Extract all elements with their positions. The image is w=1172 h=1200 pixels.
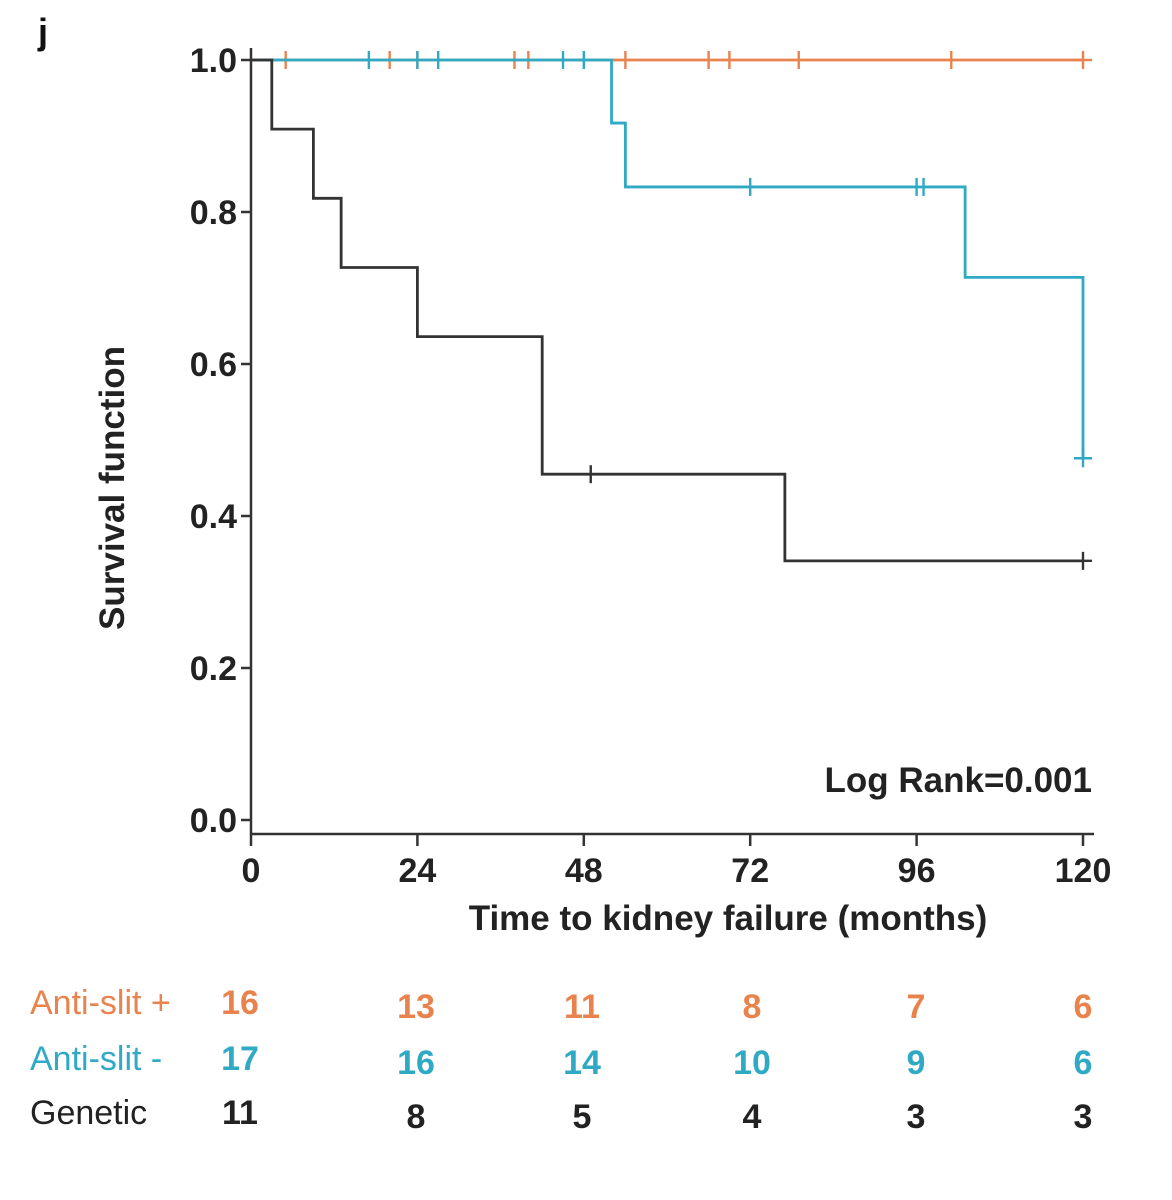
risk-value: 4 <box>743 1098 762 1136</box>
y-tick-label: 0.2 <box>190 650 237 688</box>
risk-value: 6 <box>1074 1044 1093 1082</box>
x-tick-label: 120 <box>1055 852 1112 890</box>
series-line-genetic-2 <box>251 58 1083 563</box>
log-rank-annotation: Log Rank=0.001 <box>825 761 1092 800</box>
y-tick-label: 1.0 <box>190 42 237 80</box>
risk-row-label: Anti-slit - <box>30 1040 162 1078</box>
risk-value: 3 <box>1074 1098 1093 1136</box>
risk-value: 9 <box>907 1044 926 1082</box>
risk-value: 11 <box>564 988 600 1026</box>
x-tick-label: 48 <box>565 852 603 890</box>
series-line-anti-slit-1 <box>251 58 1085 459</box>
risk-value: 6 <box>1074 988 1093 1026</box>
y-tick-label: 0.6 <box>190 346 237 384</box>
risk-value: 5 <box>573 1098 592 1136</box>
series-layer <box>251 51 1092 570</box>
y-tick-label: 0.4 <box>190 498 237 536</box>
y-tick-label: 0.8 <box>190 194 237 232</box>
risk-value: 13 <box>397 988 435 1026</box>
x-tick-label: 0 <box>242 852 261 890</box>
y-tick-label: 0.0 <box>190 802 237 840</box>
risk-value: 14 <box>563 1044 601 1082</box>
risk-value: 8 <box>743 988 762 1026</box>
risk-value: 17 <box>221 1040 259 1078</box>
x-axis-title: Time to kidney failure (months) <box>469 899 988 938</box>
risk-value: 11 <box>222 1094 258 1132</box>
x-tick-label: 96 <box>898 852 936 890</box>
risk-value: 7 <box>907 988 926 1026</box>
panel-label: j <box>37 11 48 52</box>
x-tick-label: 72 <box>731 852 769 890</box>
axes: 0.0 0.2 0.4 0.6 0.8 1.0 0 24 48 72 96 120 <box>190 42 1112 890</box>
risk-value: 8 <box>407 1098 426 1136</box>
risk-table: Anti-slit + 16 13 11 8 7 6 Anti-slit - 17 16 14 10 9… <box>30 984 1092 1136</box>
risk-value: 10 <box>733 1044 771 1082</box>
risk-value: 16 <box>397 1044 435 1082</box>
y-axis-title: Survival function <box>93 346 132 630</box>
risk-value: 16 <box>221 984 259 1022</box>
risk-row-label: Genetic <box>30 1094 147 1132</box>
risk-row-label: Anti-slit + <box>30 984 171 1022</box>
risk-value: 3 <box>907 1098 926 1136</box>
x-tick-label: 24 <box>398 852 436 890</box>
